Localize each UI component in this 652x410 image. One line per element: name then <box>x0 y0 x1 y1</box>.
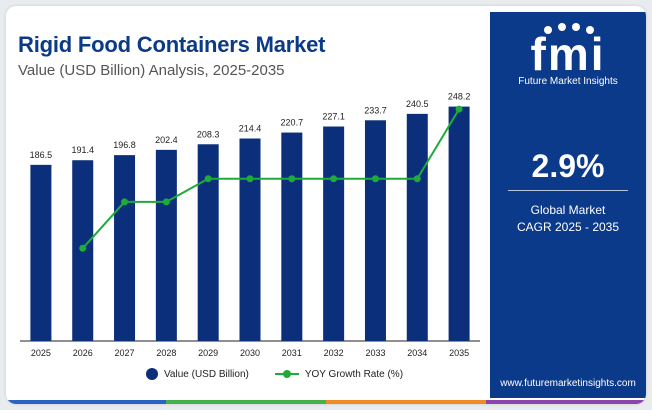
bar-2034 <box>406 113 428 341</box>
bar-value-label-2032: 227.1 <box>322 112 345 122</box>
bar-2029 <box>197 144 219 341</box>
x-tick-label-2034: 2034 <box>407 348 427 358</box>
bar-value-label-2026: 191.4 <box>71 145 94 155</box>
bar-value-label-2029: 208.3 <box>197 129 220 139</box>
x-tick-label-2026: 2026 <box>73 348 93 358</box>
chart-subtitle: Value (USD Billion) Analysis, 2025-2035 <box>18 62 285 79</box>
strip-segment-3 <box>326 400 486 404</box>
growth-point-2030 <box>246 175 254 183</box>
bar-line-chart: 186.5 2025 191.4 2026 196.8 2027 202.4 2028 208.… <box>20 92 480 358</box>
strip-segment-1 <box>6 400 166 404</box>
bar-2030 <box>239 138 261 341</box>
legend-item-growth: YOY Growth Rate (%) <box>274 368 404 380</box>
legend-bar-swatch <box>146 368 158 380</box>
bar-2032 <box>323 126 345 342</box>
x-tick-label-2030: 2030 <box>240 348 260 358</box>
chart-title: Rigid Food Containers Market <box>18 32 326 57</box>
website-url: www.futuremarketinsights.com <box>500 378 636 389</box>
bar-value-label-2025: 186.5 <box>30 150 53 160</box>
x-tick-label-2027: 2027 <box>115 348 135 358</box>
bar-2028 <box>155 149 177 341</box>
cagr-label-line1: Global Market <box>530 203 606 217</box>
bar-value-label-2030: 214.4 <box>239 124 262 134</box>
growth-point-2027 <box>121 198 129 206</box>
cagr-value: 2.9% <box>531 148 605 184</box>
x-tick-label-2033: 2033 <box>365 348 385 358</box>
bar-value-label-2034: 240.5 <box>406 99 429 109</box>
growth-point-2026 <box>79 244 87 252</box>
growth-point-2032 <box>330 175 338 183</box>
bar-value-label-2028: 202.4 <box>155 135 178 145</box>
legend-line-label: YOY Growth Rate (%) <box>304 368 404 380</box>
brand-name: Future Market Insights <box>518 76 618 87</box>
fmi-logo: fmi <box>531 23 606 80</box>
chart-legend: Value (USD Billion) YOY Growth Rate (%) <box>146 368 403 380</box>
x-tick-label-2025: 2025 <box>31 348 51 358</box>
legend-item-value: Value (USD Billion) <box>146 368 249 380</box>
legend-bar-label: Value (USD Billion) <box>164 368 249 380</box>
growth-point-2028 <box>162 198 170 206</box>
svg-text:fmi: fmi <box>531 28 606 80</box>
x-tick-label-2028: 2028 <box>156 348 176 358</box>
bar-2035 <box>448 106 470 341</box>
strip-segment-4 <box>486 400 646 404</box>
bar-value-label-2035: 248.2 <box>448 92 471 102</box>
cagr-label: Global Market CAGR 2025 - 2035 <box>490 202 646 236</box>
cagr-label-line2: CAGR 2025 - 2035 <box>516 220 620 234</box>
summary-panel: fmi Future Market Insights 2.9% Global M… <box>490 12 646 398</box>
bar-2025 <box>30 164 52 341</box>
bar-2033 <box>364 120 386 342</box>
x-tick-label-2029: 2029 <box>198 348 218 358</box>
x-tick-label-2035: 2035 <box>449 348 469 358</box>
growth-point-2033 <box>371 175 379 183</box>
x-tick-label-2032: 2032 <box>324 348 344 358</box>
bar-value-label-2027: 196.8 <box>113 140 136 150</box>
bar-value-label-2031: 220.7 <box>281 118 304 128</box>
bar-value-label-2033: 233.7 <box>364 105 387 115</box>
x-tick-label-2031: 2031 <box>282 348 302 358</box>
bar-2027 <box>114 155 136 341</box>
chart-card: Rigid Food Containers Market Value (USD … <box>6 6 646 404</box>
bottom-color-strip <box>6 400 646 404</box>
growth-point-2034 <box>413 175 421 183</box>
growth-point-2035 <box>455 105 463 113</box>
legend-line-swatch <box>274 370 299 378</box>
growth-point-2031 <box>288 175 296 183</box>
strip-segment-2 <box>166 400 326 404</box>
growth-rate-line <box>81 108 460 249</box>
panel-divider <box>508 190 628 191</box>
bar-2031 <box>281 132 303 341</box>
growth-point-2029 <box>204 175 212 183</box>
